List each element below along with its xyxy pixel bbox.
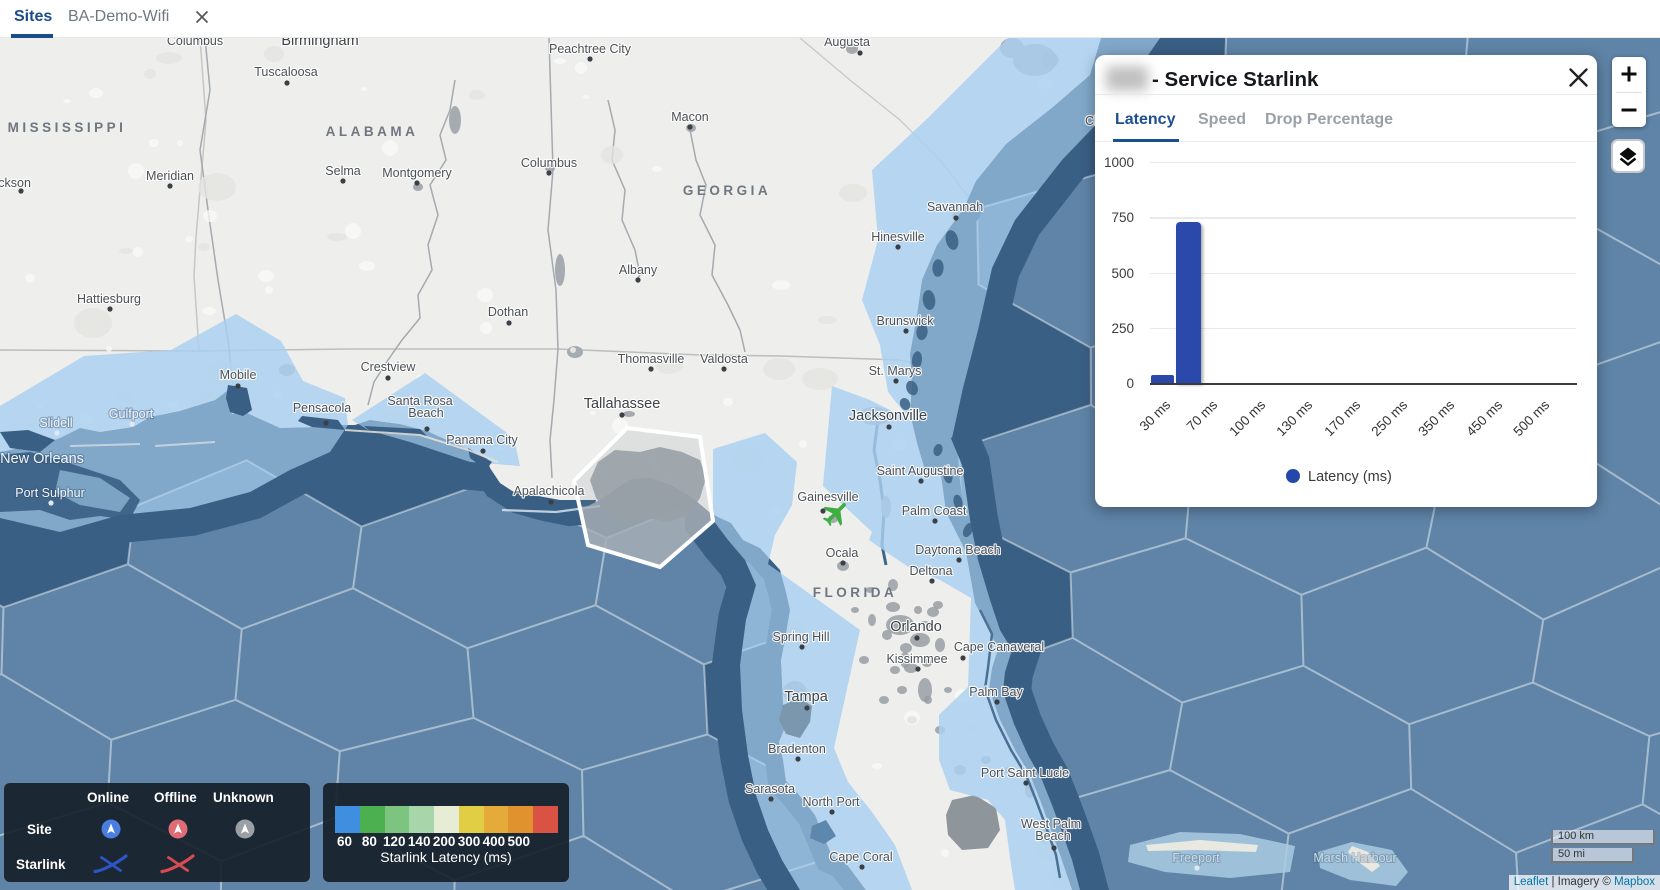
svg-text:Marsh Harbour: Marsh Harbour bbox=[1313, 851, 1396, 865]
svg-text:Birmingham: Birmingham bbox=[281, 38, 358, 49]
svg-text:Port Saint Lucie: Port Saint Lucie bbox=[981, 766, 1069, 780]
svg-text:Hattiesburg: Hattiesburg bbox=[77, 292, 141, 306]
svg-text:Kissimmee: Kissimmee bbox=[886, 652, 947, 666]
svg-text:Peachtree City: Peachtree City bbox=[549, 42, 632, 56]
svg-text:Macon: Macon bbox=[671, 110, 709, 124]
svg-text:Port Sulphur: Port Sulphur bbox=[15, 486, 84, 500]
svg-text:New Orleans: New Orleans bbox=[0, 451, 84, 467]
svg-text:Columbus: Columbus bbox=[521, 156, 577, 170]
svg-text:Augusta: Augusta bbox=[824, 38, 870, 49]
svg-text:Freeport: Freeport bbox=[1172, 851, 1220, 865]
svg-text:Bradenton: Bradenton bbox=[768, 742, 826, 756]
svg-text:Spring Hill: Spring Hill bbox=[773, 630, 830, 644]
svg-text:Jacksonville: Jacksonville bbox=[849, 408, 927, 424]
svg-text:Panama City: Panama City bbox=[446, 433, 518, 447]
svg-text:FLORIDA: FLORIDA bbox=[813, 585, 898, 600]
svg-text:Apalachicola: Apalachicola bbox=[514, 484, 585, 498]
svg-text:Tuscaloosa: Tuscaloosa bbox=[254, 65, 318, 79]
svg-text:Daytona Beach: Daytona Beach bbox=[915, 543, 1001, 557]
svg-text:Albany: Albany bbox=[619, 263, 658, 277]
svg-text:ALABAMA: ALABAMA bbox=[326, 124, 419, 139]
svg-text:St. Marys: St. Marys bbox=[869, 364, 922, 378]
svg-text:Sarasota: Sarasota bbox=[745, 782, 795, 796]
svg-text:Deltona: Deltona bbox=[909, 564, 952, 578]
svg-text:Palm Bay: Palm Bay bbox=[969, 685, 1023, 699]
svg-text:Tampa: Tampa bbox=[784, 689, 828, 705]
svg-text:Gainesville: Gainesville bbox=[797, 490, 858, 504]
svg-text:Tallahassee: Tallahassee bbox=[584, 396, 661, 412]
svg-text:Gulfport: Gulfport bbox=[109, 407, 154, 421]
svg-text:Ocala: Ocala bbox=[826, 546, 859, 560]
svg-text:West Palm: West Palm bbox=[1021, 817, 1081, 831]
svg-text:Slidell: Slidell bbox=[39, 416, 72, 430]
svg-text:Cape Canaveral: Cape Canaveral bbox=[954, 640, 1044, 654]
svg-text:Montgomery: Montgomery bbox=[382, 166, 452, 180]
svg-text:Cape Coral: Cape Coral bbox=[829, 850, 892, 864]
svg-text:MISSISSIPPI: MISSISSIPPI bbox=[8, 120, 127, 135]
svg-text:Mobile: Mobile bbox=[220, 368, 257, 382]
svg-text:Dothan: Dothan bbox=[488, 305, 528, 319]
svg-text:Saint Augustine: Saint Augustine bbox=[877, 464, 964, 478]
svg-text:Columbus: Columbus bbox=[167, 38, 223, 48]
svg-text:North Port: North Port bbox=[803, 795, 860, 809]
svg-text:Crestview: Crestview bbox=[361, 360, 417, 374]
svg-text:Beach: Beach bbox=[408, 406, 443, 420]
svg-text:Hinesville: Hinesville bbox=[871, 230, 925, 244]
svg-text:Thomasville: Thomasville bbox=[618, 352, 685, 366]
svg-text:Jackson: Jackson bbox=[0, 176, 31, 190]
svg-text:Beach: Beach bbox=[1035, 829, 1070, 843]
svg-text:Santa Rosa: Santa Rosa bbox=[387, 394, 452, 408]
svg-text:GEORGIA: GEORGIA bbox=[683, 183, 771, 198]
svg-text:Pensacola: Pensacola bbox=[293, 401, 351, 415]
svg-text:Brunswick: Brunswick bbox=[877, 314, 935, 328]
svg-text:Selma: Selma bbox=[325, 164, 360, 178]
svg-text:Meridian: Meridian bbox=[146, 169, 194, 183]
svg-text:Valdosta: Valdosta bbox=[700, 352, 748, 366]
svg-text:Orlando: Orlando bbox=[890, 619, 942, 635]
svg-text:Palm Coast: Palm Coast bbox=[902, 504, 967, 518]
svg-text:Savannah: Savannah bbox=[927, 200, 983, 214]
